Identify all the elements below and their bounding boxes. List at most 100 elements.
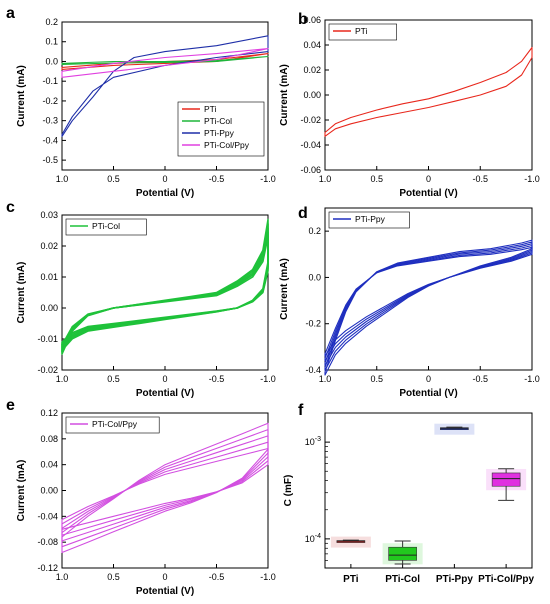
panel-b-letter: b — [298, 11, 308, 28]
panel-d-series-0-cycle-0 — [324, 246, 533, 357]
panel-b-legend-label-0: PTi — [355, 26, 368, 36]
panel-e-legend-label-0: PTi-Col/Ppy — [92, 419, 138, 429]
panel-c-xtick-label: 0.5 — [107, 374, 120, 384]
panel-c-ytick-label: -0.02 — [37, 365, 58, 375]
panel-e-xtick-label: -0.5 — [209, 572, 225, 582]
panel-d-xtick-label: -0.5 — [472, 374, 488, 384]
panel-b-frame — [324, 19, 533, 171]
panel-e-ytick-label: 0.12 — [40, 408, 58, 418]
panel-e-series-0-cycle-2 — [61, 435, 269, 542]
panel-f-frame — [324, 412, 533, 569]
panel-a-xtick-label: -0.5 — [209, 174, 225, 184]
panel-f-box-3 — [491, 472, 521, 487]
panel-b-ytick-label: -0.04 — [300, 140, 321, 150]
panel-e-xtick-label: -1.0 — [260, 572, 276, 582]
panel-e-ylabel: Current (mA) — [16, 460, 27, 522]
panel-d-ytick-label: -0.2 — [305, 319, 321, 329]
panel-a-ytick-label: -0.1 — [42, 76, 58, 86]
panel-d-xtick-label: -1.0 — [524, 374, 540, 384]
panel-b-ylabel: Current (mA) — [279, 64, 290, 126]
panel-e-xlabel: Potential (V) — [136, 586, 194, 597]
panel-d-ylabel: Current (mA) — [279, 258, 290, 320]
panel-a-letter: a — [6, 5, 15, 22]
panel-e-series-0-cycle-4 — [61, 422, 269, 554]
panel-b-ytick-label: 0.04 — [303, 40, 321, 50]
panel-d-series-0-cycle-2 — [324, 243, 533, 367]
panel-b-xtick-label: -0.5 — [472, 174, 488, 184]
panel-f-ytick-label: 10-3 — [305, 436, 321, 447]
panel-e-ytick-label: 0.08 — [40, 434, 58, 444]
panel-e-ytick-label: -0.12 — [37, 563, 58, 573]
panel-e-series-0-cycle-1 — [61, 441, 269, 536]
panel-b-legend-box — [328, 23, 397, 41]
panel-c-xtick-label: -0.5 — [209, 374, 225, 384]
panel-d-xtick-label: 0 — [426, 374, 431, 384]
panel-a-xtick-label: 0 — [162, 174, 167, 184]
panel-a-ylabel: Current (mA) — [16, 65, 27, 127]
panel-c-xlabel: Potential (V) — [136, 388, 194, 399]
panel-a-ytick-label: -0.5 — [42, 155, 58, 165]
panel-d-xtick-label: 0.5 — [370, 374, 383, 384]
panel-a-series-2-cycle-0 — [61, 35, 269, 138]
panel-d-ytick-label: -0.4 — [305, 365, 321, 375]
panel-a-xtick-label: 1.0 — [56, 174, 69, 184]
panel-a-series-1-cycle-0 — [61, 55, 269, 65]
panel-a-ytick-label: -0.4 — [42, 135, 58, 145]
panel-c-xtick-label: 0 — [162, 374, 167, 384]
panel-d-letter: d — [298, 205, 308, 222]
panel-a-ytick-label: 0.2 — [45, 17, 58, 27]
panel-d-ytick-label: 0.2 — [308, 226, 321, 236]
panel-a-series-3-cycle-0 — [61, 48, 269, 78]
panel-b-series-0-cycle-0 — [324, 46, 533, 137]
panel-c-letter: c — [6, 199, 15, 216]
panel-f-ylabel: C (mF) — [283, 475, 294, 507]
panel-d-legend-box — [328, 211, 410, 229]
panel-a-ytick-label: -0.2 — [42, 96, 58, 106]
panel-f-xtick-label: PTi-Col/Ppy — [478, 574, 534, 585]
panel-c-series-0-cycle-3 — [61, 223, 269, 353]
panel-a-ytick-label: 0.0 — [45, 56, 58, 66]
panel-b-xtick-label: 0.5 — [370, 174, 383, 184]
panel-c-ytick-label: 0.00 — [40, 303, 58, 313]
panel-f-xtick-label: PTi-Ppy — [436, 574, 473, 585]
panel-b-ytick-label: -0.02 — [300, 115, 321, 125]
panel-e-xtick-label: 0.5 — [107, 572, 120, 582]
panel-b-xtick-label: 0 — [426, 174, 431, 184]
panel-e-ytick-label: -0.08 — [37, 537, 58, 547]
panel-a-xtick-label: 0.5 — [107, 174, 120, 184]
panel-b-ytick-label: -0.06 — [300, 165, 321, 175]
panel-a-xlabel: Potential (V) — [136, 188, 194, 199]
panel-f-ytick-label: 10-4 — [305, 533, 321, 544]
panel-a-legend-label-3: PTi-Col/Ppy — [204, 140, 250, 150]
panel-e-series-0-cycle-3 — [61, 429, 269, 548]
panel-e-legend-box — [65, 416, 160, 434]
panel-a-legend-label-0: PTi — [204, 104, 217, 114]
panel-c-xtick-label: 1.0 — [56, 374, 69, 384]
panel-f-box-1 — [388, 546, 417, 561]
panel-a-legend-box — [177, 101, 265, 157]
panel-b-ytick-label: 0.00 — [303, 90, 321, 100]
panel-b-ytick-label: 0.06 — [303, 15, 321, 25]
panel-d-series-0-cycle-1 — [324, 244, 533, 362]
panel-c-ytick-label: 0.03 — [40, 210, 58, 220]
panel-e-xtick-label: 0 — [162, 572, 167, 582]
panel-c-series-0-cycle-4 — [61, 218, 269, 355]
panel-d-series-0-cycle-4 — [324, 239, 533, 376]
panel-e-ytick-label: 0.04 — [40, 460, 58, 470]
panel-c-xtick-label: -1.0 — [260, 374, 276, 384]
panel-c-legend-label-0: PTi-Col — [92, 221, 120, 231]
panel-c-ytick-label: 0.01 — [40, 272, 58, 282]
panel-d-legend-label-0: PTi-Ppy — [355, 214, 386, 224]
panel-e-ytick-label: -0.04 — [37, 511, 58, 521]
panel-e-letter: e — [6, 397, 15, 414]
panel-b-ytick-label: 0.02 — [303, 65, 321, 75]
panel-a-legend-label-2: PTi-Ppy — [204, 128, 235, 138]
panel-e-ytick-label: 0.00 — [40, 486, 58, 496]
panel-b-xlabel: Potential (V) — [399, 188, 457, 199]
panel-f-letter: f — [298, 402, 304, 419]
panel-a-legend-label-1: PTi-Col — [204, 116, 232, 126]
panel-d-ytick-label: 0.0 — [308, 272, 321, 282]
panel-a-ytick-label: 0.1 — [45, 37, 58, 47]
panel-f-xtick-label: PTi — [343, 574, 359, 585]
